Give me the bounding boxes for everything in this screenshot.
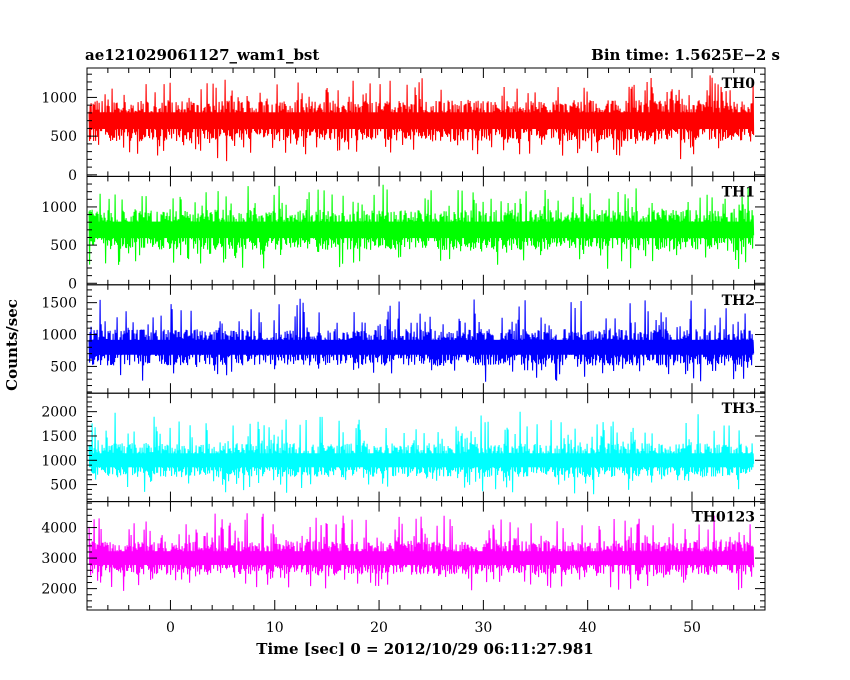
series-core-th0 xyxy=(89,112,754,130)
panel-label-th3: TH3 xyxy=(722,401,755,417)
panel-th3: 500 1000 1500 2000 TH3 xyxy=(41,392,766,503)
x-tick-label: 0 xyxy=(166,620,175,636)
panel-th0: 0 500 1000 TH0 xyxy=(41,67,766,184)
panels-group: 0 500 1000 TH0 0 500 1000 TH1 500 1000 1500 TH2 500 1… xyxy=(41,67,766,611)
panel-th1: 0 500 1000 TH1 xyxy=(41,175,766,292)
series-core-th1 xyxy=(89,221,754,239)
panel-label-th2: TH2 xyxy=(722,293,755,309)
y-tick-label: 1500 xyxy=(41,429,77,445)
x-tick-label: 20 xyxy=(370,620,388,636)
chart-title-right: Bin time: 1.5625E−2 s xyxy=(591,46,780,64)
panel-label-th1: TH1 xyxy=(722,184,755,200)
y-tick-label: 2000 xyxy=(41,582,77,598)
series-trace-th3 xyxy=(88,411,755,495)
x-tick-label: 40 xyxy=(579,620,597,636)
y-tick-label: 500 xyxy=(50,129,77,145)
y-tick-label: 500 xyxy=(50,238,77,254)
y-tick-label: 4000 xyxy=(41,521,77,537)
x-tick-label: 50 xyxy=(683,620,701,636)
y-axis-label: Counts/sec xyxy=(3,299,21,391)
y-tick-label: 1000 xyxy=(41,328,77,344)
x-tick-label: 10 xyxy=(266,620,284,636)
x-axis: 0 10 20 30 40 50 xyxy=(166,620,701,636)
panel-label-th0123: TH0123 xyxy=(692,510,755,526)
panel-th0123: 2000 3000 4000 TH0123 xyxy=(41,501,766,611)
panel-th2: 500 1000 1500 TH2 xyxy=(41,284,766,394)
series-core-th0123 xyxy=(89,551,754,565)
x-tick-label: 30 xyxy=(474,620,492,636)
panel-frame xyxy=(86,501,766,611)
y-tick-label: 0 xyxy=(68,168,77,184)
y-tick-label: 2000 xyxy=(41,405,77,421)
y-tick-label: 3000 xyxy=(41,551,77,567)
panel-label-th0: TH0 xyxy=(722,76,756,92)
series-core-th2 xyxy=(89,339,754,355)
y-tick-label: 500 xyxy=(50,478,77,494)
y-tick-label: 1500 xyxy=(41,296,77,312)
y-tick-label: 1000 xyxy=(41,200,77,216)
y-tick-label: 500 xyxy=(50,359,77,375)
y-tick-label: 1000 xyxy=(41,453,77,469)
chart-title-left: ae121029061127_wam1_bst xyxy=(85,46,319,64)
x-axis-label: Time [sec] 0 = 2012/10/29 06:11:27.981 xyxy=(256,640,593,658)
y-tick-label: 0 xyxy=(68,276,77,292)
y-tick-label: 1000 xyxy=(41,90,77,106)
series-core-th3 xyxy=(89,453,754,468)
panel-frame xyxy=(86,392,766,503)
